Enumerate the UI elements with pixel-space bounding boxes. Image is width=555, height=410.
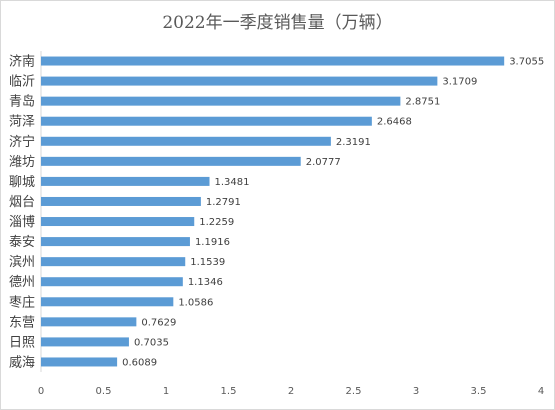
x-tick-label: 2.5 xyxy=(346,386,362,397)
bar xyxy=(41,297,174,307)
category-label: 日照 xyxy=(9,335,35,350)
value-label: 3.1709 xyxy=(442,77,477,88)
value-label: 0.6089 xyxy=(122,357,157,368)
category-label: 青岛 xyxy=(9,94,35,110)
category-label: 威海 xyxy=(9,355,35,370)
value-label: 0.7035 xyxy=(134,337,169,348)
x-tick-label: 0 xyxy=(38,386,44,397)
category-label: 枣庄 xyxy=(9,294,35,310)
x-tick-label: 0.5 xyxy=(96,386,112,397)
bar xyxy=(41,156,301,166)
bar xyxy=(41,317,137,327)
bar xyxy=(41,196,201,206)
x-tick-label: 1 xyxy=(163,386,169,397)
value-label: 1.1916 xyxy=(195,237,230,248)
category-label: 聊城 xyxy=(9,175,35,190)
bar xyxy=(41,56,505,66)
category-label: 临沂 xyxy=(9,75,35,90)
value-label: 0.7629 xyxy=(141,317,176,328)
value-label: 2.6468 xyxy=(377,117,412,128)
category-label: 淄博 xyxy=(9,215,35,230)
category-label: 滨州 xyxy=(9,254,35,270)
bar xyxy=(41,116,372,126)
value-label: 1.1539 xyxy=(190,257,225,268)
bar xyxy=(41,357,118,367)
x-tick-label: 3 xyxy=(413,386,419,397)
x-tick-label: 1.5 xyxy=(221,386,237,397)
bar xyxy=(41,96,401,106)
value-label: 1.0586 xyxy=(178,297,213,308)
bar xyxy=(41,277,183,287)
bar xyxy=(41,76,438,86)
category-label: 德州 xyxy=(9,275,35,290)
value-label: 2.3191 xyxy=(336,137,371,148)
bar xyxy=(41,217,195,227)
category-label: 菏泽 xyxy=(9,115,35,130)
category-label: 潍坊 xyxy=(9,155,35,170)
category-label: 济南 xyxy=(9,54,35,70)
value-label: 1.2259 xyxy=(199,217,234,228)
category-label: 济宁 xyxy=(9,134,35,150)
x-tick-label: 3.5 xyxy=(471,386,487,397)
x-tick-label: 2 xyxy=(288,386,294,397)
bar xyxy=(41,237,190,247)
category-label: 烟台 xyxy=(9,195,35,210)
bar xyxy=(41,257,186,267)
value-label: 1.3481 xyxy=(215,177,250,188)
bar xyxy=(41,337,129,347)
bar xyxy=(41,136,331,146)
value-label: 2.8751 xyxy=(405,97,440,108)
category-label: 东营 xyxy=(9,315,35,330)
category-label: 泰安 xyxy=(9,235,35,250)
value-label: 1.2791 xyxy=(206,197,241,208)
value-label: 3.7055 xyxy=(509,57,544,68)
value-label: 2.0777 xyxy=(306,157,341,168)
chart-title: 2022年一季度销售量（万辆） xyxy=(162,13,393,33)
value-label: 1.1346 xyxy=(188,277,223,288)
bar xyxy=(41,176,210,186)
x-tick-label: 4 xyxy=(538,386,544,397)
